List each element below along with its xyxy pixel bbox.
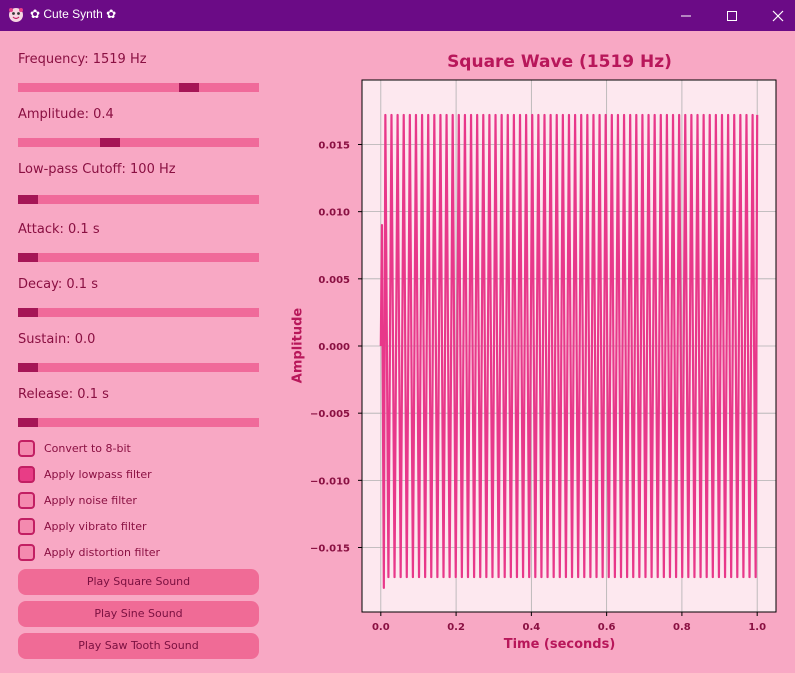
- play-sine-button[interactable]: Play Sine Sound: [18, 601, 259, 627]
- checkbox-label: Convert to 8-bit: [44, 442, 131, 455]
- maximize-icon: [727, 11, 737, 21]
- sustain-slider[interactable]: [18, 363, 259, 372]
- x-tick-label: 0.2: [447, 622, 465, 633]
- x-tick-label: 1.0: [748, 622, 766, 633]
- slider-thumb[interactable]: [18, 418, 38, 427]
- slider-thumb[interactable]: [99, 138, 120, 147]
- x-tick-label: 0.0: [372, 622, 390, 633]
- checkbox-label: Apply lowpass filter: [44, 468, 152, 481]
- noise-filter-checkbox[interactable]: [18, 492, 35, 509]
- close-icon: [772, 10, 784, 22]
- sustain-label: Sustain: 0.0: [18, 332, 96, 347]
- chart-title: Square Wave (1519 Hz): [447, 52, 672, 72]
- checkbox-label: Apply noise filter: [44, 494, 137, 507]
- x-axis-label: Time (seconds): [503, 637, 616, 652]
- convert-8bit-checkbox[interactable]: [18, 440, 35, 457]
- y-tick-label: 0.015: [318, 140, 350, 151]
- y-tick-label: 0.005: [318, 275, 350, 286]
- release-label: Release: 0.1 s: [18, 387, 109, 402]
- waveform-line: [379, 113, 759, 589]
- y-tick-label: −0.015: [310, 544, 350, 555]
- slider-thumb[interactable]: [18, 308, 38, 317]
- amplitude-label: Amplitude: 0.4: [18, 107, 114, 122]
- play-square-button[interactable]: Play Square Sound: [18, 569, 259, 595]
- checkbox-label: Apply vibrato filter: [44, 520, 147, 533]
- slider-thumb[interactable]: [179, 83, 200, 92]
- play-sawtooth-button[interactable]: Play Saw Tooth Sound: [18, 633, 259, 659]
- y-tick-label: −0.005: [310, 409, 350, 420]
- x-tick-label: 0.6: [598, 622, 616, 633]
- app-icon: [8, 7, 24, 23]
- y-tick-label: −0.010: [310, 476, 350, 487]
- frequency-slider[interactable]: [18, 83, 259, 92]
- slider-thumb[interactable]: [18, 253, 38, 262]
- x-tick-label: 0.8: [673, 622, 691, 633]
- decay-slider[interactable]: [18, 308, 259, 317]
- minimize-button[interactable]: [663, 0, 709, 31]
- title-bar: ✿ Cute Synth ✿: [0, 0, 795, 31]
- maximize-button[interactable]: [709, 0, 755, 31]
- y-tick-label: 0.010: [318, 208, 350, 219]
- lowpass-cutoff-label: Low-pass Cutoff: 100 Hz: [18, 162, 176, 177]
- x-tick-label: 0.4: [523, 622, 541, 633]
- window-title: ✿ Cute Synth ✿: [30, 7, 117, 21]
- decay-label: Decay: 0.1 s: [18, 277, 98, 292]
- amplitude-slider[interactable]: [18, 138, 259, 147]
- frequency-label: Frequency: 1519 Hz: [18, 52, 147, 67]
- lowpass-filter-checkbox[interactable]: [18, 466, 35, 483]
- attack-label: Attack: 0.1 s: [18, 222, 100, 237]
- slider-thumb[interactable]: [18, 195, 38, 204]
- minimize-icon: [681, 15, 691, 17]
- attack-slider[interactable]: [18, 253, 259, 262]
- vibrato-filter-checkbox[interactable]: [18, 518, 35, 535]
- release-slider[interactable]: [18, 418, 259, 427]
- slider-thumb[interactable]: [18, 363, 38, 372]
- lowpass-cutoff-slider[interactable]: [18, 195, 259, 204]
- checkbox-label: Apply distortion filter: [44, 546, 161, 559]
- y-tick-label: 0.000: [318, 342, 350, 353]
- close-button[interactable]: [755, 0, 795, 31]
- distortion-filter-checkbox[interactable]: [18, 544, 35, 561]
